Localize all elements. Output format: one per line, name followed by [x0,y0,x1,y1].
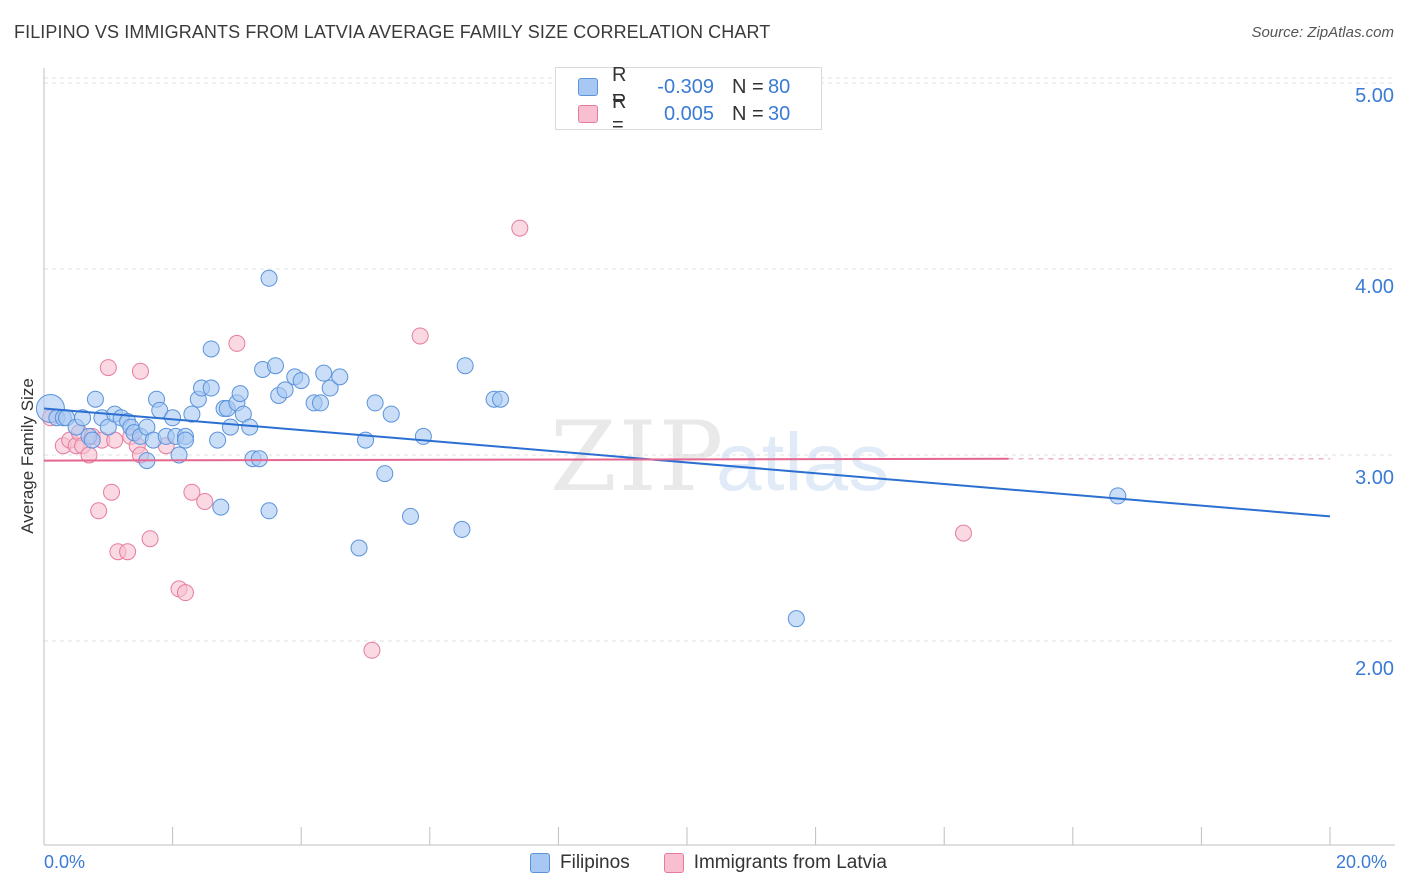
filipino-point [202,379,220,397]
filipino-point [176,431,194,449]
filipino-point [331,368,349,386]
filipino-point [292,372,310,390]
filipino-point [456,357,474,375]
filipino-point [260,269,278,287]
latvia-point [103,483,121,501]
legend-row-latvia: R = 0.005 N = 30 [578,91,791,136]
axes [43,68,1395,846]
filipino-point [321,379,339,397]
filipino-trend-line [43,407,1331,518]
filipino-point [250,450,268,468]
filipino-point [260,502,278,520]
latvia-point [131,362,149,380]
filipino-point [266,357,284,375]
latvia-r-value: 0.005 [663,102,714,125]
filipino-r-value: -0.309 [657,75,714,98]
filipino-point [453,520,471,538]
filipino-point [402,507,420,525]
stats-legend: R = -0.309 N = 80 R = 0.005 N = 30 [555,64,822,136]
legend-label-latvia: Immigrants from Latvia [693,852,887,873]
latvia-point [411,327,429,345]
series-legend: Filipinos Immigrants from Latvia [530,852,921,874]
latvia-point [228,334,246,352]
filipino-point [209,431,227,449]
y-tick-4: 4.00 [1355,276,1394,298]
latvia-point [99,359,117,377]
legend-item-latvia[interactable]: Immigrants from Latvia [663,852,887,874]
latvia-point [119,543,137,561]
trend-lines [43,407,1331,518]
latvia-point [196,493,214,510]
y-axis-title: Average Family Size [18,378,37,534]
filipino-point [183,405,201,423]
filipino-swatch [578,78,598,96]
filipino-series [35,269,1127,628]
watermark-atlas: atlas [716,417,889,508]
filipino-point [311,394,329,412]
latvia-swatch [578,105,598,123]
source-credit: Source: ZipAtlas.com [1251,24,1394,41]
legend-item-filipinos[interactable]: Filipinos [530,852,630,874]
legend-row-filipino: R = -0.309 N = 80 [578,64,791,109]
filipino-n-value: 80 [768,75,791,98]
latvia-point [176,584,194,602]
filipino-point [276,381,294,399]
filipino-point [202,340,220,358]
r-label: R = [612,91,627,136]
latvia-point [141,530,159,548]
latvia-point [511,219,529,237]
filipino-legend-swatch [530,853,550,873]
watermark: ZIP atlas [550,401,889,513]
y-tick-3: 3.00 [1355,467,1394,489]
filipino-point [382,405,400,423]
r-label: R = [612,64,627,109]
filipino-point [376,465,394,483]
filipino-point [74,409,92,427]
filipino-point [212,498,230,516]
filipino-point [350,539,368,557]
latvia-point [183,483,201,501]
filipino-point [315,364,333,382]
filipino-point [492,390,510,408]
filipino-point [366,394,384,412]
filipino-point [164,409,182,427]
y-tick-5: 5.00 [1355,85,1394,107]
latvia-series [41,219,972,659]
latvia-n-value: 30 [768,102,791,125]
latvia-point [954,524,972,542]
latvia-trend-line [43,457,1009,462]
filipino-point [231,385,249,403]
grid-lines [44,77,1395,642]
filipino-point [86,390,104,408]
filipino-point [83,431,101,449]
filipino-point [1109,487,1127,505]
x-tick-min: 0.0% [44,852,86,872]
filipino-point [170,446,188,464]
filipino-point [414,427,432,445]
latvia-point [363,641,381,659]
n-label: N = [732,75,764,98]
chart-title: FILIPINO VS IMMIGRANTS FROM LATVIA AVERA… [14,22,771,42]
watermark-zip: ZIP [550,401,725,513]
latvia-point [90,502,108,520]
latvia-legend-swatch [663,853,684,873]
n-label: N = [732,102,764,125]
x-tick-max: 20.0% [1336,852,1388,872]
legend-label-filipinos: Filipinos [560,852,630,873]
y-tick-2: 2.00 [1355,658,1394,680]
filipino-point [221,418,239,436]
filipino-point [787,610,805,628]
